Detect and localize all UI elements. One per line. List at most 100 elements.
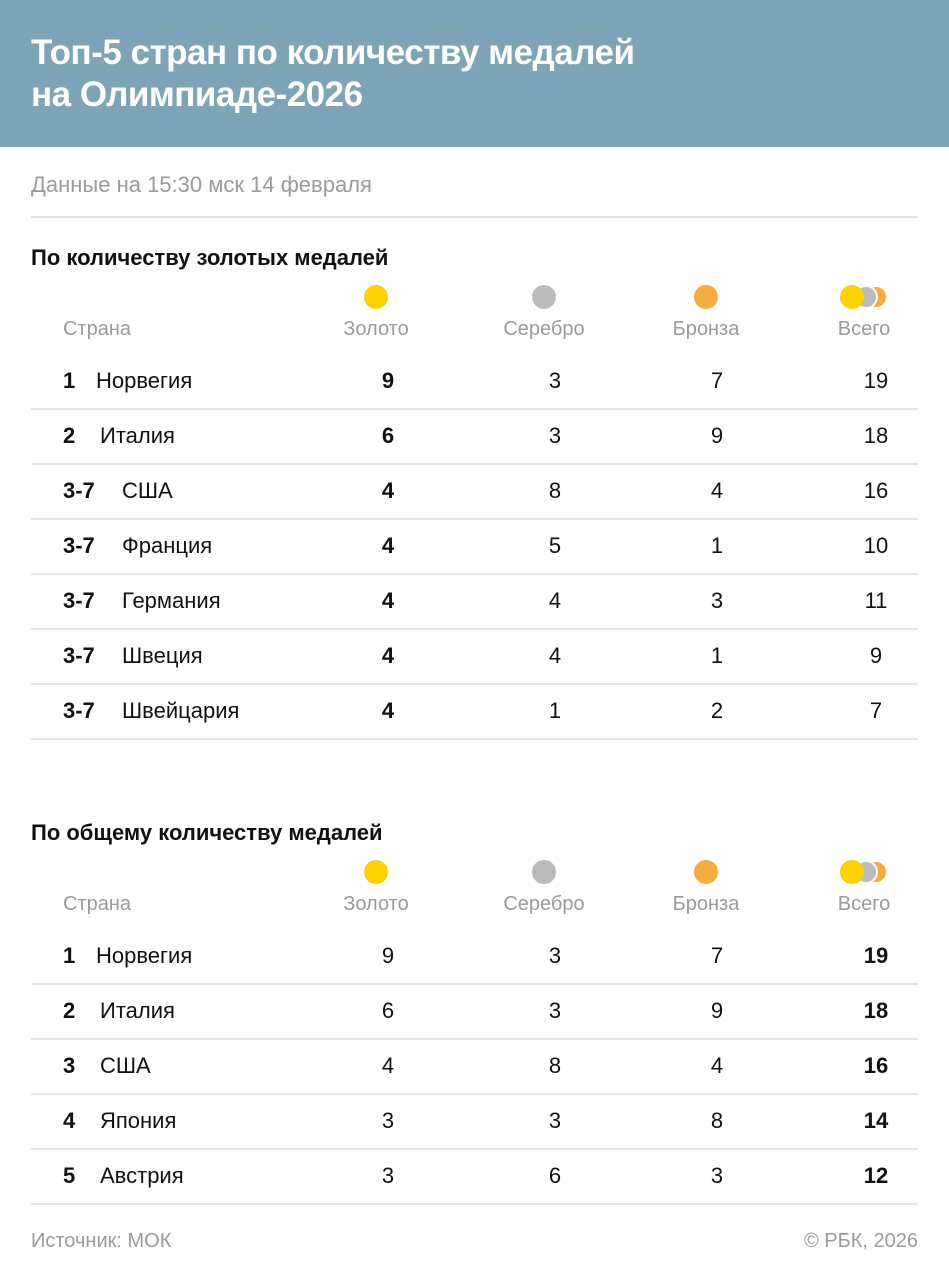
bronze-count: 8 [710, 1108, 724, 1133]
gold-count: 3 [381, 1108, 395, 1133]
table-row: 3-7 Швеция 4 4 1 9 [31, 630, 918, 685]
total-count: 12 [863, 1163, 889, 1188]
bronze-count: 9 [710, 423, 724, 448]
country-name: Италия [100, 423, 175, 448]
gold-count: 4 [381, 478, 395, 503]
total-count: 9 [869, 643, 883, 668]
country-name: Норвегия [96, 368, 193, 393]
country-name: Франция [122, 533, 213, 558]
bronze-count: 1 [710, 643, 724, 668]
column-header-country: Страна [63, 893, 132, 915]
silver-count: 1 [548, 698, 562, 723]
column-header-silver: Серебро [503, 893, 585, 915]
total-count: 14 [863, 1108, 889, 1133]
gold-count: 4 [381, 588, 395, 613]
rank: 2 [63, 998, 76, 1023]
bronze-count: 3 [710, 1163, 724, 1188]
silver-count: 6 [548, 1163, 562, 1188]
divider [31, 216, 918, 218]
bronze-count: 7 [710, 368, 724, 393]
silver-count: 4 [548, 643, 562, 668]
total-count: 18 [863, 423, 889, 448]
country-name: Норвегия [96, 943, 193, 968]
table-row: 3-7 США 4 8 4 16 [31, 465, 918, 520]
silver-count: 3 [548, 368, 562, 393]
column-header-bronze: Бронза [672, 318, 740, 340]
column-header-gold: Золото [343, 318, 409, 340]
table-row: 2 Италия 6 3 9 18 [31, 410, 918, 465]
rank: 3 [63, 1053, 76, 1078]
bronze-count: 3 [710, 588, 724, 613]
rank: 3-7 [63, 533, 95, 558]
bronze-count: 1 [710, 533, 724, 558]
column-header-bronze: Бронза [672, 893, 740, 915]
gold-medal-icon [364, 860, 388, 884]
country-name: Австрия [100, 1163, 184, 1188]
bronze-count: 9 [710, 998, 724, 1023]
gold-count: 9 [381, 368, 395, 393]
silver-count: 8 [548, 478, 562, 503]
bronze-medal-icon [694, 285, 718, 309]
total-count: 16 [863, 1053, 889, 1078]
column-header-country: Страна [63, 318, 132, 340]
silver-count: 8 [548, 1053, 562, 1078]
all-medals-icon [840, 860, 892, 884]
gold-count: 4 [381, 533, 395, 558]
silver-count: 4 [548, 588, 562, 613]
rank: 2 [63, 423, 76, 448]
header-banner: Топ-5 стран по количеству медалей на Оли… [0, 0, 949, 147]
bronze-count: 4 [710, 1053, 724, 1078]
country-name: Япония [100, 1108, 177, 1133]
gold-count: 6 [381, 423, 395, 448]
bronze-count: 7 [710, 943, 724, 968]
title-line-1: Топ-5 стран по количеству медалей [31, 33, 635, 72]
table-row: 5 Австрия 3 6 3 12 [31, 1150, 918, 1205]
total-count: 19 [863, 943, 889, 968]
rank: 3-7 [63, 643, 95, 668]
section-title: По общему количеству медалей [31, 820, 383, 845]
data-timestamp: Данные на 15:30 мск 14 февраля [31, 172, 372, 197]
total-count: 11 [864, 588, 888, 613]
total-count: 18 [863, 998, 889, 1023]
silver-count: 3 [548, 943, 562, 968]
total-count: 7 [869, 698, 883, 723]
column-header-gold: Золото [343, 893, 409, 915]
silver-count: 5 [548, 533, 562, 558]
bronze-medal-icon [694, 860, 718, 884]
gold-count: 4 [381, 698, 395, 723]
country-name: Германия [122, 588, 221, 613]
rank: 1 [63, 368, 76, 393]
table-row: 3 США 4 8 4 16 [31, 1040, 918, 1095]
table-row: 1 Норвегия 9 3 7 19 [31, 930, 918, 985]
total-count: 19 [863, 368, 889, 393]
title-line-2: на Олимпиаде-2026 [31, 75, 363, 114]
silver-medal-icon [532, 860, 556, 884]
page-title: Топ-5 стран по количеству медалей на Оли… [31, 32, 831, 116]
copyright: © РБК, 2026 [803, 1230, 918, 1252]
silver-count: 3 [548, 423, 562, 448]
table-row: 1 Норвегия 9 3 7 19 [31, 355, 918, 410]
bronze-count: 4 [710, 478, 724, 503]
gold-count: 9 [381, 943, 395, 968]
country-name: США [100, 1053, 151, 1078]
silver-medal-icon [532, 285, 556, 309]
gold-count: 3 [381, 1163, 395, 1188]
table-row: 3-7 Германия 4 4 3 11 [31, 575, 918, 630]
column-headers: Страна Золото Серебро Бронза Всего [0, 893, 949, 919]
country-name: Италия [100, 998, 175, 1023]
country-name: Швейцария [122, 698, 240, 723]
total-count: 10 [863, 533, 889, 558]
column-header-silver: Серебро [503, 318, 585, 340]
source-note: Источник: МОК [31, 1230, 172, 1252]
rank: 4 [63, 1108, 76, 1133]
medal-icons-row [0, 285, 949, 309]
column-header-total: Всего [837, 893, 891, 915]
table-row: 3-7 Швейцария 4 1 2 7 [31, 685, 918, 740]
rank: 5 [63, 1163, 76, 1188]
country-name: Швеция [122, 643, 203, 668]
section-title: По количеству золотых медалей [31, 245, 389, 270]
total-count: 16 [863, 478, 889, 503]
country-name: США [122, 478, 173, 503]
rank: 3-7 [63, 478, 95, 503]
medal-icons-row [0, 860, 949, 884]
